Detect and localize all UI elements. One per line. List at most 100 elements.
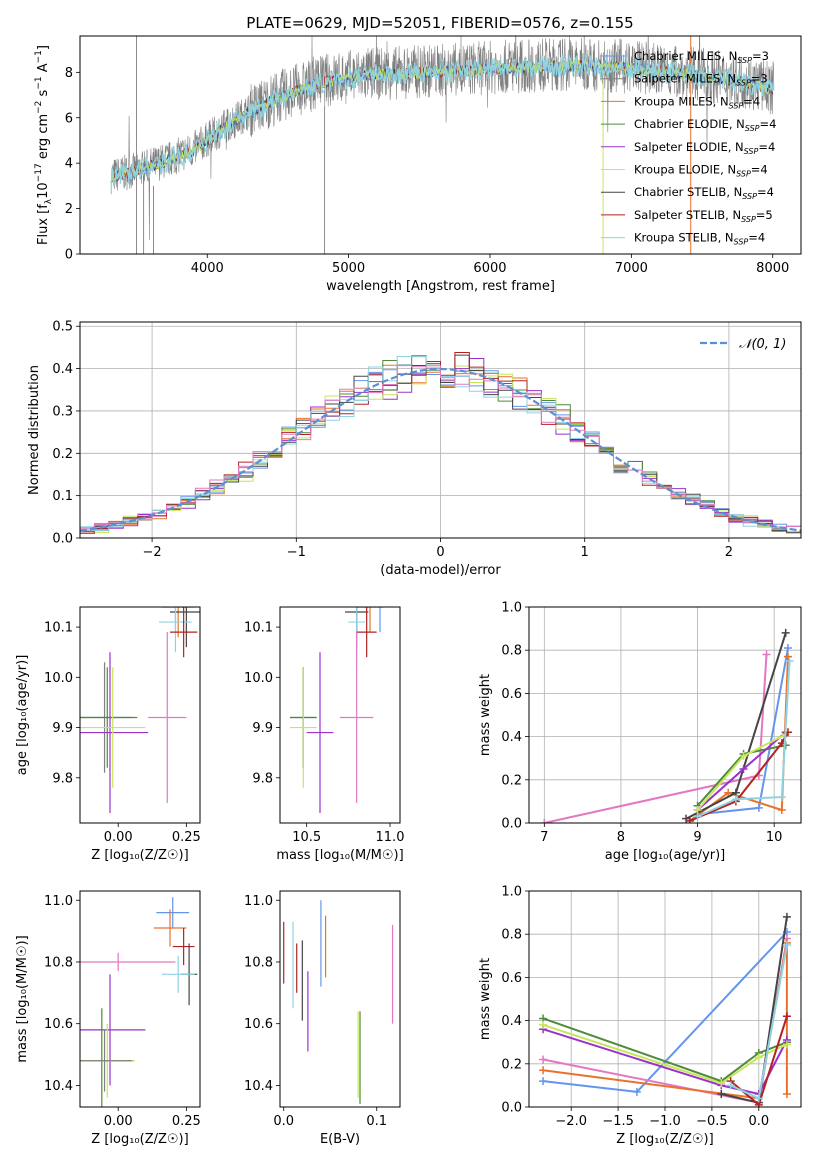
x-axis-label: E(B-V) xyxy=(320,1132,360,1147)
weight-marker xyxy=(724,788,733,797)
mass_vs_Z-panel: 0.00 0.25 10.4 10.6 10.8 11.0 Z [log₁₀(Z/Z☉)] m… xyxy=(15,890,201,1147)
y-axis-label: age [log₁₀(age/yr)] xyxy=(15,655,30,776)
y-label-part: s xyxy=(36,89,51,100)
y-tick-label: 10.4 xyxy=(244,1079,273,1094)
x-tick-label: 11.0 xyxy=(376,830,405,845)
weight-marker xyxy=(754,1053,763,1062)
legend-sub: SSP xyxy=(729,101,744,110)
y-tick-label: 2 xyxy=(65,202,73,217)
y-tick-label: 0.4 xyxy=(52,362,73,377)
weight-marker xyxy=(632,1087,641,1096)
legend-entry: Kroupa MILES, NSSP=4 xyxy=(634,94,760,110)
y-tick-label: 1.0 xyxy=(501,885,522,900)
spectrum-panel: 4000 5000 6000 7000 8000 0 2 4 6 8 wavelength [Ang… xyxy=(34,35,802,294)
y-label-part: −2 xyxy=(34,101,44,114)
weight-marker xyxy=(782,1040,791,1049)
x-tick-label: 4000 xyxy=(191,261,224,276)
legend-sub: SSP xyxy=(736,170,751,179)
y-tick-label: 10.4 xyxy=(44,1079,73,1094)
y-tick-label: 0.8 xyxy=(501,644,522,659)
y-label-part: Flux [f xyxy=(36,204,51,245)
mass_vs_ebv-panel: 0.0 0.1 10.4 10.6 10.8 11.0 E(B-V) xyxy=(244,890,401,1147)
legend-tail: =5 xyxy=(756,208,773,222)
x-tick-label: −2.0 xyxy=(555,1114,587,1129)
y-label-part: −1 xyxy=(34,50,44,63)
legend-entry: 𝒩(0, 1) xyxy=(739,337,786,352)
legend-tail: =4 xyxy=(758,140,775,154)
y-axis-label: mass weight xyxy=(478,958,493,1040)
y-tick-label: 4 xyxy=(65,157,73,172)
y-tick-label: 0.0 xyxy=(52,532,73,547)
weight-marker xyxy=(781,628,790,637)
x-tick-label: 0.25 xyxy=(172,830,201,845)
x-tick-label: 0.1 xyxy=(366,1114,387,1129)
weight-marker xyxy=(782,1012,791,1021)
legend-entry: Salpeter MILES, NSSP=3 xyxy=(634,72,768,88)
axes-frame xyxy=(79,35,802,255)
x-tick-label: 7 xyxy=(540,830,548,845)
weight-marker xyxy=(739,752,748,761)
x-tick-label: −0.5 xyxy=(696,1114,728,1129)
plot-area xyxy=(80,607,200,813)
legend-text: Chabrier STELIB, N xyxy=(634,185,742,199)
y-tick-label: 6 xyxy=(65,111,73,126)
legend-entry: Kroupa ELODIE, NSSP=4 xyxy=(634,163,768,179)
legend-entry: Kroupa STELIB, NSSP=4 xyxy=(634,231,765,247)
legend-text: Salpeter MILES, N xyxy=(634,72,736,86)
legend-tail: =3 xyxy=(752,49,769,63)
x-axis-label: Z [log₁₀(Z/Z☉)] xyxy=(616,1132,713,1147)
legend-entry: Chabrier STELIB, NSSP=4 xyxy=(634,185,774,201)
axes-frame xyxy=(79,321,802,539)
y-tick-label: 9.8 xyxy=(52,771,73,786)
weight-line xyxy=(544,654,768,823)
y-tick-label: 10.0 xyxy=(244,671,273,686)
legend-tail: =3 xyxy=(751,72,768,86)
gaussian-curve xyxy=(80,367,801,532)
y-tick-label: 0.0 xyxy=(501,817,522,832)
x-tick-label: −1 xyxy=(287,545,306,560)
y-tick-label: 0.2 xyxy=(501,1057,522,1072)
legend-text: Kroupa MILES, N xyxy=(634,94,729,108)
y-tick-label: 0.8 xyxy=(501,928,522,943)
y-label-part: λ xyxy=(44,198,54,204)
y-tick-label: 10.8 xyxy=(244,955,273,970)
legend-sub: SSP xyxy=(742,192,757,201)
age_vs_mass-panel: 10.5 11.0 9.8 9.9 10.0 10.1 mass [log₁₀(M/M☉)] xyxy=(244,606,405,863)
plot-area xyxy=(80,897,198,1107)
x-axis-label: Z [log₁₀(Z/Z☉)] xyxy=(91,848,188,863)
legend-sub: SSP xyxy=(734,238,749,247)
y-tick-label: 9.8 xyxy=(252,771,273,786)
x-tick-label: −1.0 xyxy=(649,1114,681,1129)
y-tick-label: 0.1 xyxy=(52,489,73,504)
weight-marker xyxy=(782,912,791,921)
weight-marker xyxy=(685,816,694,823)
y-tick-label: 9.9 xyxy=(52,721,73,736)
y-axis-label: Normed distribution xyxy=(27,365,42,495)
axes-frame xyxy=(279,606,401,824)
x-tick-label: 0 xyxy=(436,545,444,560)
y-axis-label: mass [log₁₀(M/M☉)] xyxy=(15,935,30,1062)
y-tick-label: 1.0 xyxy=(501,601,522,616)
model-spectrum xyxy=(110,53,774,189)
x-tick-label: −2 xyxy=(143,545,162,560)
legend-tail: =4 xyxy=(748,231,765,245)
y-tick-label: 0.5 xyxy=(52,320,73,335)
legend-tail: =4 xyxy=(757,185,774,199)
weight-marker xyxy=(539,1077,548,1086)
weight-line xyxy=(542,1023,788,1085)
x-tick-label: 2 xyxy=(725,545,733,560)
legend-entry: Chabrier ELODIE, NSSP=4 xyxy=(634,117,776,133)
y-axis-label: Flux [fλ10−17 erg cm−2 s−1 A−1] xyxy=(34,45,54,245)
weight-marker xyxy=(539,1055,548,1064)
x-axis-label: mass [log₁₀(M/M☉)] xyxy=(276,848,403,863)
weight-marker xyxy=(731,795,740,804)
x-tick-label: 7000 xyxy=(615,261,648,276)
legend-sub: SSP xyxy=(737,56,752,65)
axes-frame xyxy=(528,606,802,824)
y-tick-label: 11.0 xyxy=(244,894,273,909)
y-tick-label: 0.2 xyxy=(501,773,522,788)
legend-text: Kroupa STELIB, N xyxy=(634,231,734,245)
y-tick-label: 0.6 xyxy=(501,687,522,702)
x-tick-label: 9 xyxy=(693,830,701,845)
